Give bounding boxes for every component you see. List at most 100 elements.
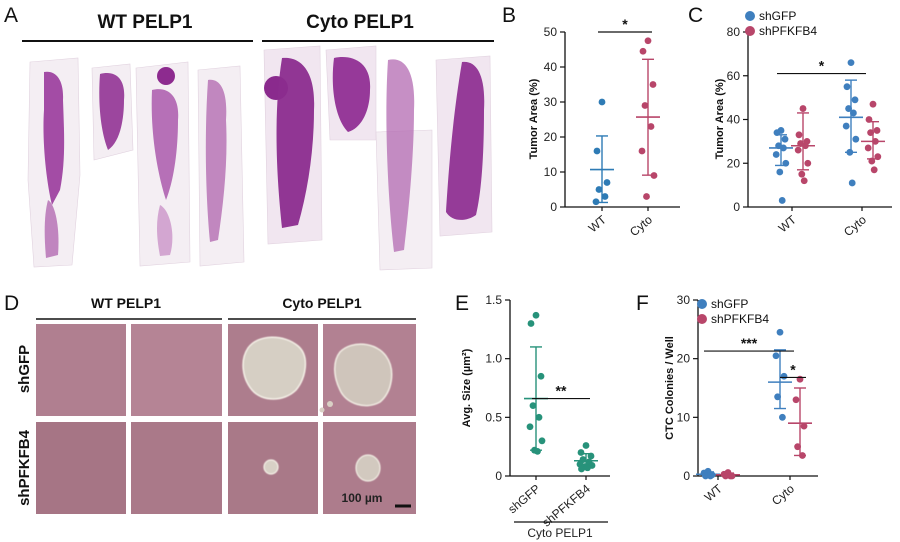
group-0-point	[532, 311, 540, 319]
y-tick-label: 0	[733, 200, 740, 214]
series-1-group-1-point	[799, 452, 806, 459]
cyto-section-4-tissue	[446, 61, 485, 220]
cell-debris-2	[319, 407, 325, 413]
y-tick-label: 10	[544, 165, 558, 179]
group-0-point	[603, 179, 611, 186]
micrograph-wt-shgfp-2	[131, 324, 222, 416]
series-1-group-1-point	[873, 127, 881, 134]
group-1-point	[641, 102, 649, 109]
series-1-group-1-point	[865, 116, 873, 123]
series-0-group-1-point	[846, 148, 854, 156]
legend-label: shGFP	[759, 9, 796, 23]
x-tick-label: WT	[702, 481, 726, 504]
y-tick-label: 40	[544, 60, 558, 74]
y-tick-label: 1.0	[485, 352, 502, 366]
y-tick-label: 1.5	[485, 293, 502, 307]
series-0-group-0-point	[782, 159, 790, 167]
legend-marker	[697, 314, 707, 324]
series-0-group-1-point	[780, 372, 788, 380]
panel-d: D WT PELP1 Cyto PELP1 shGFP shPFKFB4 100…	[4, 292, 416, 514]
micrograph-wt-shpfkfb4-1	[36, 422, 126, 514]
group-1-point	[650, 172, 658, 179]
series-0-group-0-point	[778, 197, 786, 204]
group-0-point	[538, 437, 546, 445]
series-1-group-1-point	[874, 153, 882, 161]
colony-cyto-shgfp-2	[334, 343, 393, 407]
y-tick-label: 0	[683, 469, 690, 483]
y-tick-label: 40	[727, 113, 741, 127]
scale-bar-label: 100 µm	[342, 491, 383, 505]
colony-cyto-shpfkfb4-2	[355, 454, 381, 482]
group-1-point	[582, 442, 590, 449]
series-0-group-1-point	[779, 413, 786, 421]
series-1-group-0-point	[795, 131, 803, 139]
group-1-point	[639, 47, 647, 55]
x-tick-label: Cyto	[627, 212, 655, 239]
panel-label-d: D	[4, 292, 19, 315]
panel-a: A WT PELP1 Cyto PELP1	[4, 4, 494, 271]
group-1-point	[578, 465, 585, 473]
colony-cyto-shgfp-1	[242, 336, 307, 400]
cyto-section-3-tissue	[386, 59, 415, 253]
series-1-group-0-point	[799, 105, 807, 112]
wt-section-1-lower	[44, 200, 59, 258]
panel-d-row-label-shpfkfb4: shPFKFB4	[16, 429, 33, 506]
y-tick-label: 60	[727, 69, 741, 83]
group-0-point	[593, 147, 601, 155]
series-0-group-0-point	[707, 472, 714, 480]
group-1-point	[644, 37, 652, 45]
significance-label: **	[556, 383, 567, 399]
panel-label-e: E	[455, 292, 469, 315]
series-0-group-1-point	[772, 352, 780, 360]
panel-d-row-label-shgfp: shGFP	[16, 345, 33, 393]
x-tick-label: WT	[776, 212, 800, 235]
group-0-point	[537, 372, 545, 380]
colony-cyto-shpfkfb4-1	[263, 459, 279, 475]
series-1-group-0-point	[727, 472, 734, 480]
series-1-group-1-point	[872, 137, 879, 145]
group-1-point	[649, 81, 657, 88]
group-0-point	[595, 186, 603, 193]
panel-a-header-cyto: Cyto PELP1	[306, 12, 414, 33]
group-0-point	[598, 98, 606, 106]
wt-section-3-lower	[157, 205, 173, 256]
panel-d-header-cyto: Cyto PELP1	[282, 295, 362, 311]
wt-section-3-node	[157, 67, 175, 85]
series-0-group-0-point	[772, 151, 780, 158]
y-axis-label: Tumor Area (%)	[528, 78, 540, 159]
y-tick-label: 50	[544, 25, 558, 39]
series-0-group-1-point	[843, 83, 851, 91]
significance-label: ***	[741, 335, 758, 351]
cell-debris-1	[327, 401, 333, 407]
series-1-group-1-point	[796, 375, 804, 383]
colonies	[242, 336, 393, 482]
group-0-point	[526, 423, 534, 431]
group-0-point	[601, 193, 609, 200]
series-1-group-0-point	[804, 159, 812, 167]
y-tick-label: 20	[677, 352, 691, 366]
group-1-point	[587, 452, 595, 460]
series-0-group-1-point	[847, 59, 855, 67]
cyto-tissue-sections	[263, 45, 493, 271]
wt-section-2-tissue	[99, 73, 125, 150]
y-tick-label: 20	[544, 130, 558, 144]
wt-section-1-tissue	[43, 71, 65, 205]
series-1-group-0-point	[802, 142, 809, 150]
series-1-group-0-point	[798, 170, 806, 178]
chart-f: F 0 10 20 30 CTC Colonies / Well WT Cyto shGFPsh…	[636, 292, 818, 508]
series-1-group-0-point	[794, 146, 802, 154]
legend-label: shPFKFB4	[759, 24, 817, 38]
y-tick-label: 30	[677, 293, 691, 307]
chart-panels: B 0 10 20 30 40 50 Tumor Area (%) WT Cyto * C 0 20 40 6…	[455, 4, 892, 540]
panel-label-c: C	[688, 4, 703, 27]
series-0-group-1-point	[774, 393, 781, 401]
series-0-group-1-point	[850, 109, 857, 117]
wt-section-3-tissue	[151, 89, 179, 200]
chart-b: B 0 10 20 30 40 50 Tumor Area (%) WT Cyto *	[502, 4, 680, 239]
panel-label-a: A	[4, 4, 18, 27]
series-0-group-0-point	[780, 144, 787, 152]
y-tick-label: 0	[495, 469, 502, 483]
legend-marker	[745, 11, 755, 21]
group-0-point	[535, 413, 543, 421]
